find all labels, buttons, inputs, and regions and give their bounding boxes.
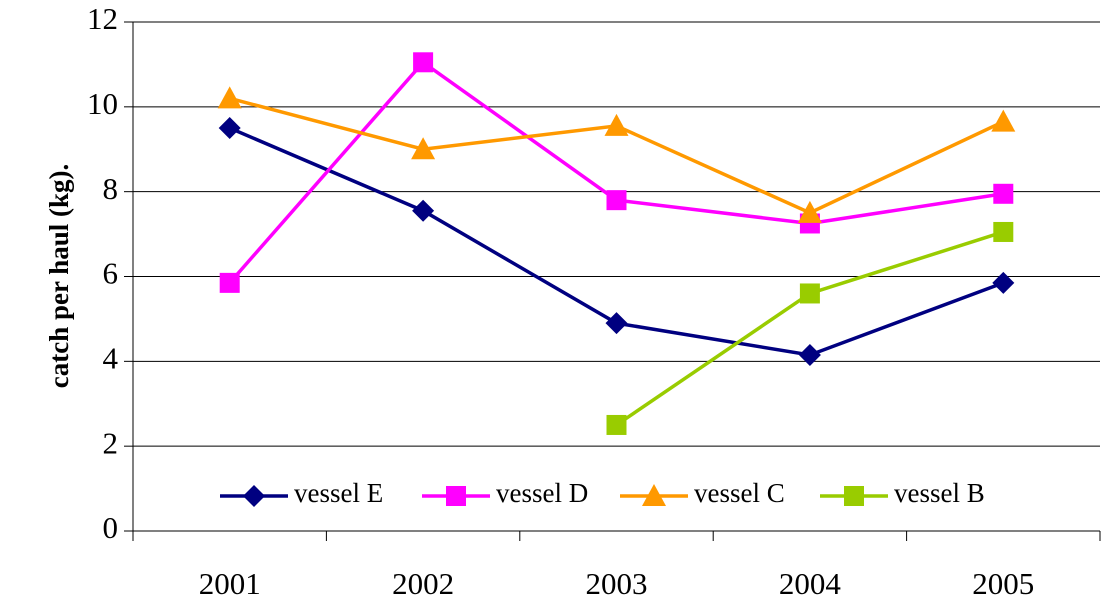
marker [991,109,1016,132]
y-tick-label: 10 [87,86,118,121]
y-tick-label: 12 [87,1,118,36]
x-tick-label: 2004 [779,566,842,601]
marker [411,137,436,160]
y-tick-label: 8 [103,171,119,206]
legend-marker [642,484,666,506]
marker [606,190,627,211]
y-tick-label: 0 [103,510,119,545]
marker [992,271,1015,294]
marker [413,52,434,73]
legend-label: vessel E [294,478,383,508]
legend-marker [446,486,466,506]
x-tick-label: 2002 [392,566,454,601]
marker [798,343,821,366]
marker [605,312,628,335]
series-line [615,230,1004,427]
marker [797,200,822,223]
x-tick-label: 2005 [972,566,1034,601]
y-tick-label: 2 [103,425,119,460]
marker [217,86,242,109]
marker [219,272,240,293]
marker [606,414,627,435]
legend-label: vessel D [496,478,588,508]
marker [993,183,1014,204]
x-tick-label: 2001 [199,566,261,601]
marker [799,283,820,304]
legend-marker [243,485,265,507]
y-axis-label: catch per haul (kg). [44,164,74,389]
legend-label: vessel C [694,478,785,508]
marker [604,113,629,136]
marker [993,221,1014,242]
marker [412,199,435,222]
x-tick-label: 2003 [586,566,648,601]
legend-label: vessel B [894,478,985,508]
series-line [228,59,1004,285]
y-tick-label: 6 [103,256,119,291]
legend-marker [844,486,864,506]
marker [218,117,241,140]
y-tick-label: 4 [103,340,119,375]
